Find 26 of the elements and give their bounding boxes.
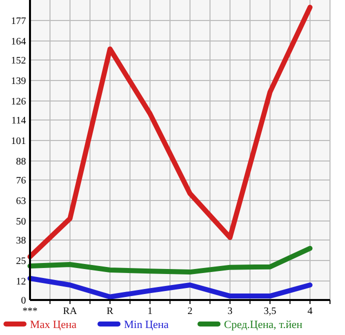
y-tick-label: 139 <box>11 76 26 88</box>
legend-label: Min Цена <box>124 319 169 331</box>
y-tick-label: 0 <box>21 296 26 306</box>
y-tick-label: 25 <box>16 256 26 268</box>
y-tick-label: 76 <box>16 176 26 186</box>
legend-label: Max Цена <box>30 319 77 331</box>
x-tick-label: 3,5 <box>264 306 276 317</box>
x-tick-label: 4 <box>308 306 312 317</box>
y-tick-label: 12 <box>16 276 26 288</box>
y-tick-label: 38 <box>16 236 26 246</box>
y-tick-label: 114 <box>11 116 26 126</box>
x-tick-label: RA <box>63 306 78 317</box>
y-tick-label: 63 <box>16 196 26 208</box>
y-tick-label: 152 <box>11 56 26 66</box>
y-tick-label: 88 <box>16 156 26 168</box>
x-tick-label: *** <box>22 306 38 317</box>
x-tick-label: 2 <box>188 306 192 317</box>
x-tick-label: 3 <box>228 306 232 317</box>
y-tick-label: 177 <box>11 16 26 28</box>
y-tick-label: 101 <box>11 136 26 148</box>
y-tick-label: 164 <box>11 36 26 48</box>
x-tick-label: R <box>106 306 114 317</box>
y-tick-label: 126 <box>11 96 26 108</box>
y-tick-label: 50 <box>16 216 26 228</box>
x-tick-label: 1 <box>148 306 152 317</box>
legend-label: Сред.Цена, т.йен <box>224 319 303 331</box>
